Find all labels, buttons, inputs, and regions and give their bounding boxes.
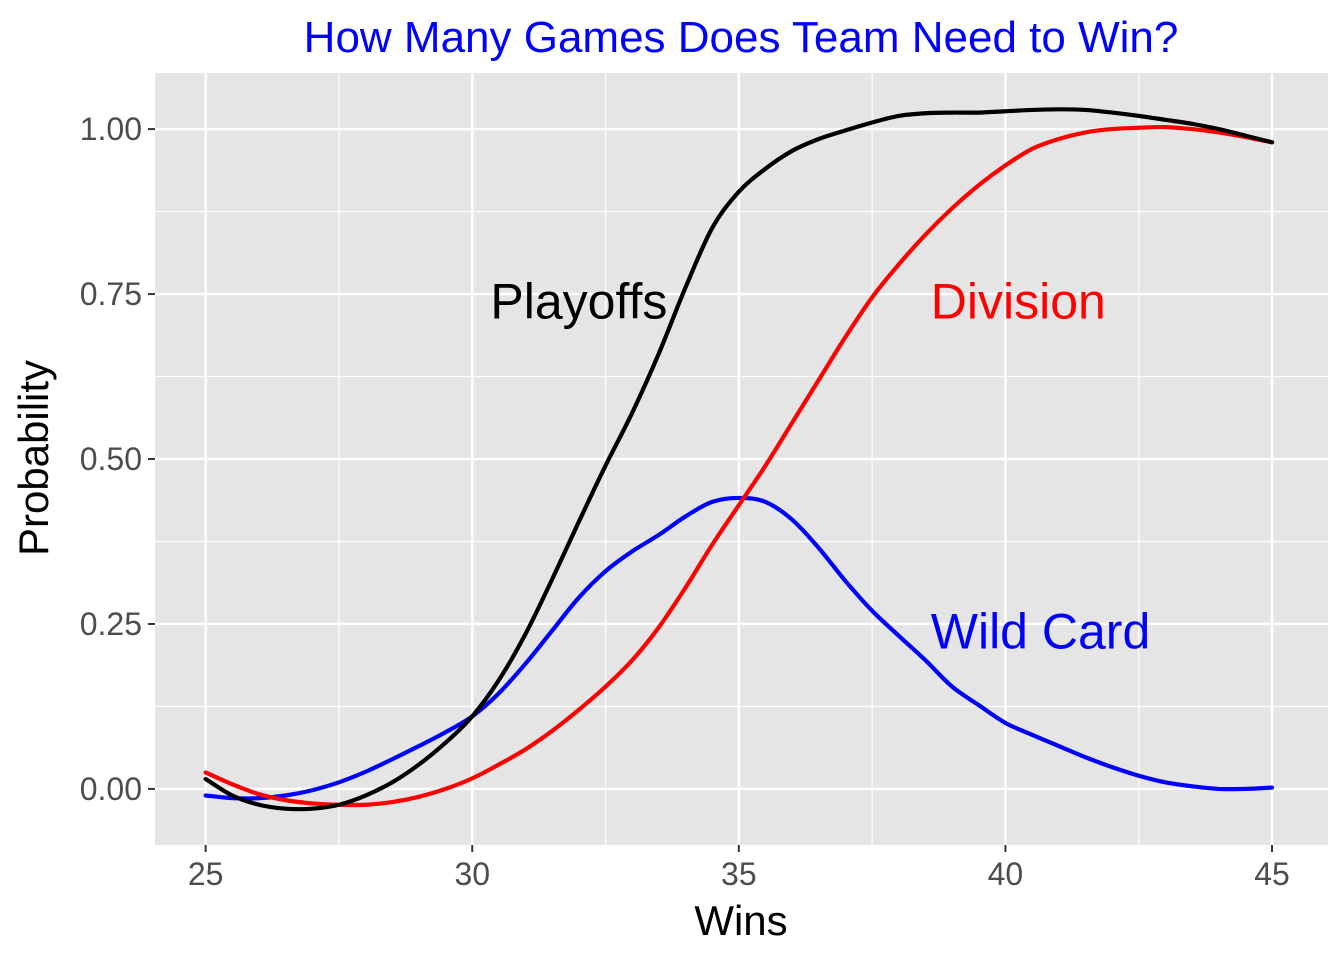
x-tick-label: 30 [454,856,490,892]
x-tick-label: 45 [1254,856,1290,892]
x-axis: 25 30 35 40 45 [188,845,1290,892]
series-label-playoffs: Playoffs [490,274,667,330]
series-layer [203,107,1275,812]
x-tick-label: 25 [188,856,224,892]
x-tick-label: 40 [988,856,1024,892]
series-label-division: Division [931,274,1106,330]
y-tick-label: 1.00 [80,111,142,147]
y-tick-label: 0.75 [80,276,142,312]
series-line-division [203,124,1275,808]
x-tick-label: 35 [721,856,757,892]
chart-title: How Many Games Does Team Need to Win? [304,13,1179,62]
y-tick-label: 0.25 [80,606,142,642]
y-axis: 0.00 0.25 0.50 0.75 1.00 [80,111,155,807]
series-labels: Playoffs Division Wild Card [490,274,1150,660]
y-tick-label: 0.50 [80,441,142,477]
series-line-playoffs [203,107,1275,812]
series-label-wild-card: Wild Card [931,604,1150,660]
x-axis-title: Wins [694,897,787,944]
y-tick-label: 0.00 [80,771,142,807]
series-line-wild-card [203,495,1275,801]
y-axis-title: Probability [10,360,57,556]
